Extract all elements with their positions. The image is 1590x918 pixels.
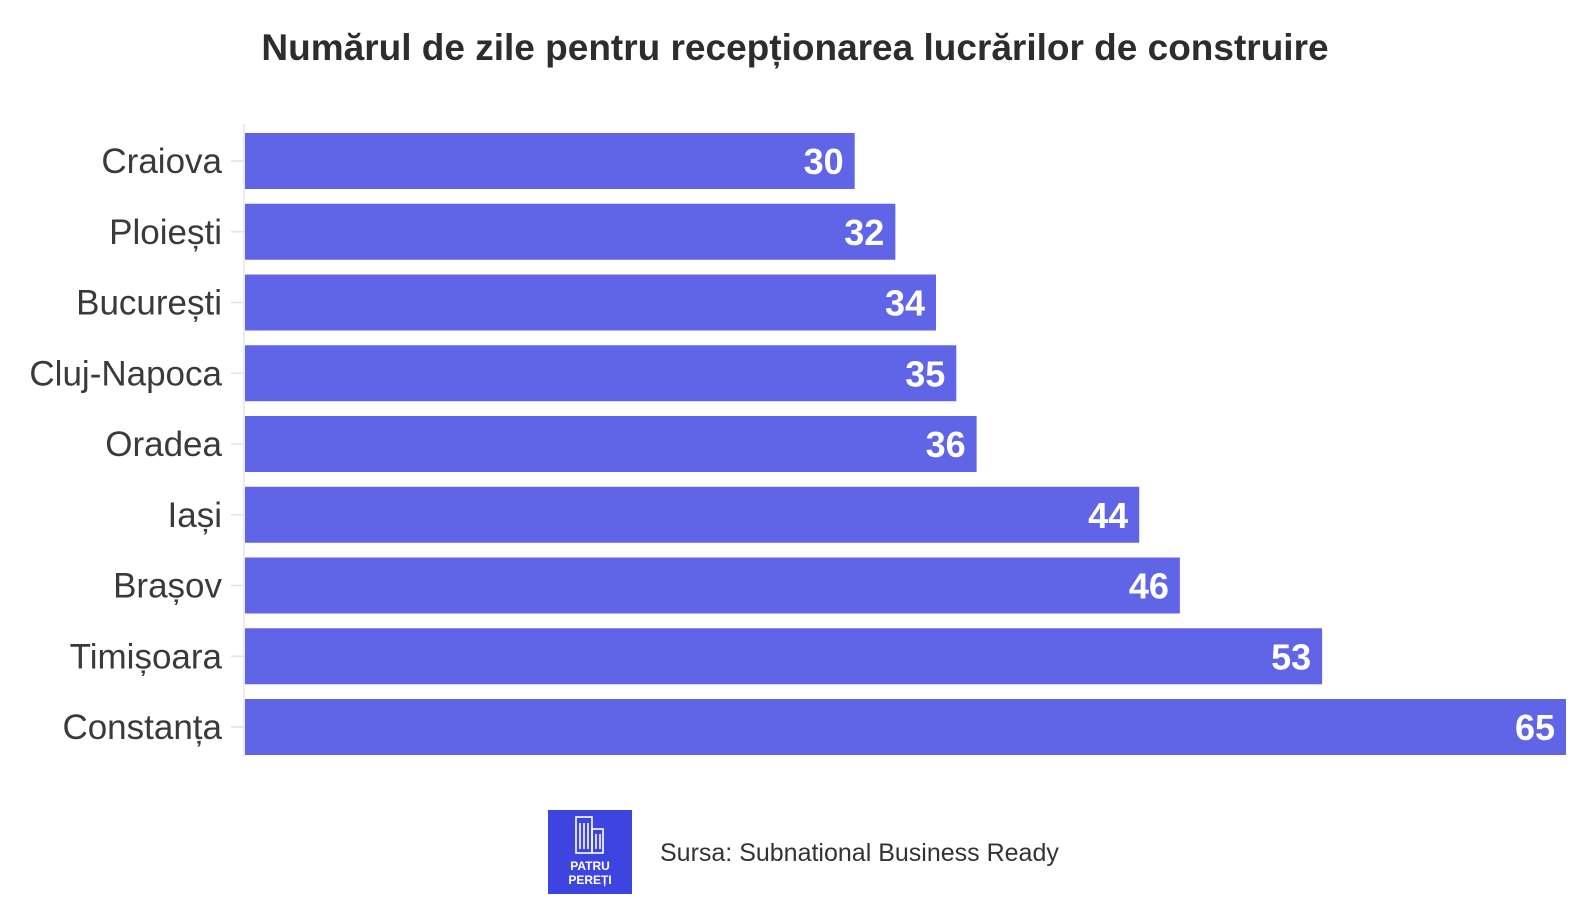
- chart-title: Numărul de zile pentru recepționarea luc…: [261, 27, 1328, 69]
- category-label: Cluj-Napoca: [29, 354, 222, 393]
- bar: [245, 274, 936, 331]
- value-label: 36: [926, 424, 966, 465]
- bar: [245, 345, 957, 402]
- category-label: București: [76, 284, 222, 323]
- patru-pereti-logo: PATRU PEREȚI: [548, 810, 632, 894]
- value-label: 34: [885, 283, 925, 324]
- source-footer: PATRU PEREȚI Sursa: Subnational Business…: [548, 810, 1059, 894]
- bar: [245, 133, 855, 189]
- bar: [245, 628, 1323, 685]
- bar: [245, 416, 977, 472]
- bar: [245, 203, 896, 260]
- logo-background: [548, 810, 632, 894]
- bars-layer: Craiova 30 Ploiești 32 București 34 Cluj-Napoc…: [29, 133, 1566, 755]
- category-label: Timișoara: [70, 637, 223, 676]
- value-label: 32: [844, 212, 884, 253]
- value-label: 35: [905, 353, 945, 394]
- logo-line-1: PATRU: [570, 859, 610, 873]
- category-label: Craiova: [101, 142, 222, 181]
- category-label: Iași: [168, 496, 222, 535]
- value-label: 46: [1129, 566, 1169, 607]
- value-label: 30: [804, 141, 844, 182]
- value-label: 44: [1088, 495, 1128, 536]
- bar: [245, 699, 1566, 755]
- value-label: 53: [1271, 636, 1311, 677]
- category-label: Constanța: [62, 708, 222, 747]
- building-icon: [575, 816, 604, 854]
- bar: [245, 486, 1140, 543]
- category-label: Oradea: [105, 425, 222, 464]
- source-note: Sursa: Subnational Business Ready: [660, 839, 1059, 867]
- value-label: 65: [1515, 707, 1555, 748]
- bar: [245, 557, 1180, 614]
- logo-line-2: PEREȚI: [568, 873, 611, 887]
- category-label: Ploiești: [109, 213, 222, 252]
- category-label: Brașov: [113, 567, 222, 606]
